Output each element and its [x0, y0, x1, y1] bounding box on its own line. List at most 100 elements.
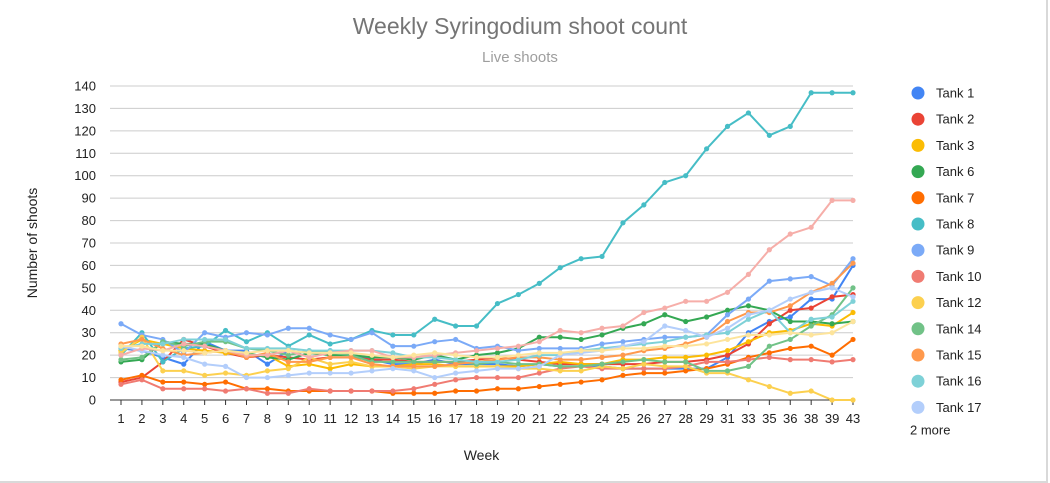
data-point [369, 388, 375, 394]
data-point [348, 354, 354, 360]
data-point [599, 354, 605, 360]
x-tick-label: 20 [511, 411, 525, 426]
data-point [264, 352, 270, 358]
data-point [850, 397, 856, 403]
data-point [766, 343, 772, 349]
data-point [181, 361, 187, 367]
data-point [536, 363, 542, 369]
data-point [850, 357, 856, 363]
data-point [222, 348, 229, 354]
data-point [411, 363, 417, 369]
data-point [766, 350, 772, 356]
data-point [704, 368, 710, 374]
data-point [327, 332, 333, 338]
data-point [683, 173, 689, 179]
data-point [704, 359, 710, 365]
data-point [411, 343, 417, 349]
data-point [515, 366, 521, 372]
data-point [390, 350, 396, 356]
data-point [683, 298, 689, 304]
series-line [120, 286, 854, 379]
data-point [787, 330, 793, 336]
y-axis-title: Number of shoots [24, 188, 40, 299]
data-point [620, 366, 626, 372]
data-point [850, 309, 856, 316]
legend-label: Tank 16 [936, 374, 982, 389]
data-point [766, 132, 772, 138]
data-point [494, 300, 501, 307]
x-tick-label: 35 [762, 411, 776, 426]
data-point [181, 368, 187, 374]
data-point [808, 316, 814, 322]
data-point [369, 352, 375, 358]
data-point [453, 323, 459, 329]
data-point [787, 123, 793, 129]
data-point [473, 359, 480, 365]
chart-subtitle: Live shoots [482, 49, 558, 66]
data-point [683, 318, 689, 325]
data-point [432, 390, 438, 396]
x-tick-label: 24 [595, 411, 609, 426]
data-point [348, 359, 354, 365]
y-tick-label: 110 [75, 146, 96, 161]
data-point [118, 352, 124, 358]
data-point [578, 256, 584, 262]
data-point [118, 377, 124, 383]
data-point [202, 386, 208, 392]
data-point [181, 336, 187, 343]
data-point [264, 368, 270, 374]
data-point [202, 372, 208, 378]
data-point [724, 330, 731, 336]
data-point [306, 332, 312, 338]
data-point [494, 345, 501, 352]
data-point [432, 339, 438, 345]
data-point [306, 370, 312, 376]
data-point [745, 363, 752, 369]
data-point [139, 377, 145, 383]
data-point [787, 345, 793, 352]
data-point [641, 366, 647, 372]
x-tick-label: 27 [658, 411, 672, 426]
y-tick-label: 130 [74, 101, 96, 116]
data-point [578, 368, 584, 374]
data-point [599, 341, 605, 347]
series-line [120, 199, 853, 359]
series-line [121, 320, 854, 359]
data-point [139, 372, 145, 378]
data-point [264, 332, 270, 338]
data-point [683, 334, 689, 340]
data-point [829, 397, 835, 403]
x-tick-label: 12 [344, 411, 358, 426]
data-point [327, 341, 333, 347]
data-point [787, 296, 793, 302]
data-point [745, 312, 752, 318]
data-point [724, 368, 731, 374]
data-point [432, 374, 438, 381]
data-point [850, 260, 856, 266]
data-point [285, 366, 291, 372]
data-point [202, 343, 208, 349]
data-point [641, 321, 647, 327]
x-tick-label: 3 [159, 411, 166, 426]
x-tick-label: 17 [448, 411, 462, 426]
data-point [473, 348, 480, 354]
data-point [243, 345, 250, 352]
data-point [181, 348, 187, 354]
x-tick-label: 39 [825, 411, 839, 426]
data-point [578, 357, 584, 363]
data-point [411, 332, 417, 338]
x-tick-label: 2 [138, 411, 145, 426]
data-point [599, 332, 605, 338]
x-tick-label: 31 [720, 411, 734, 426]
data-point [557, 381, 563, 387]
data-point [160, 359, 166, 365]
data-point [683, 343, 689, 349]
data-point [724, 359, 731, 365]
x-tick-label: 28 [678, 411, 692, 426]
data-point [704, 334, 710, 340]
data-point [745, 271, 752, 277]
data-point [222, 336, 229, 343]
data-point [704, 146, 710, 152]
legend-label: Tank 7 [936, 190, 974, 205]
legend-label: Tank 1 [936, 86, 974, 101]
